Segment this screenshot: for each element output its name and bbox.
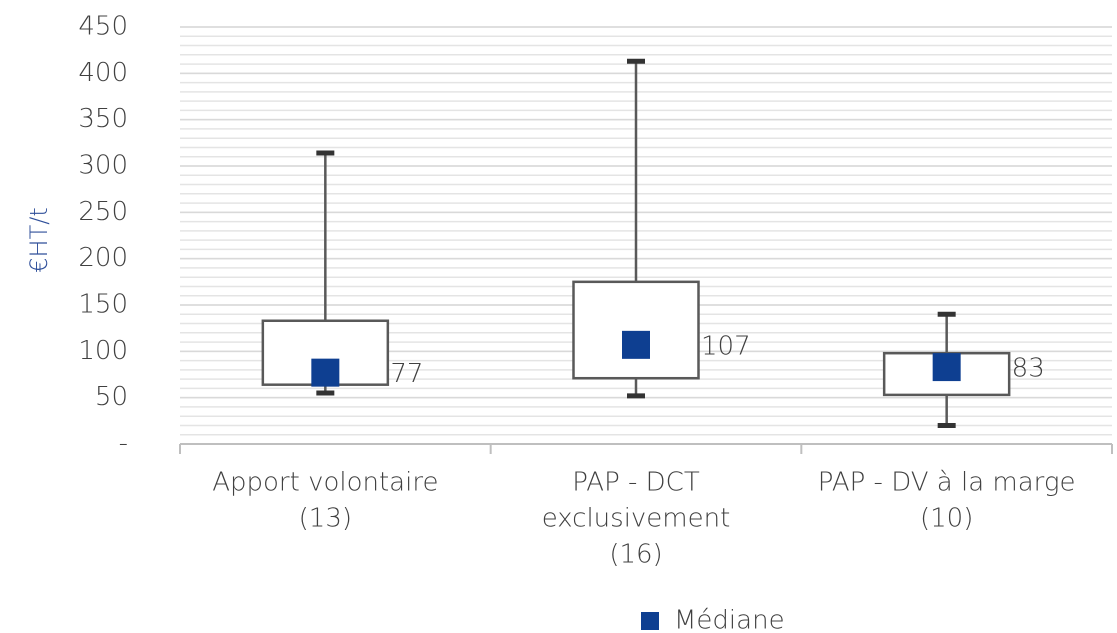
x-tick-label: PAP - DV à la marge xyxy=(818,468,1076,498)
y-tick-label: 50 xyxy=(95,382,128,412)
median-label: 107 xyxy=(701,331,751,361)
median-label: 83 xyxy=(1012,354,1045,384)
median-marker xyxy=(932,353,961,382)
median-label: 77 xyxy=(390,359,423,389)
x-tick-label: (10) xyxy=(920,504,973,534)
legend-swatch xyxy=(641,612,659,630)
x-tick-label: PAP - DCT xyxy=(572,468,700,498)
y-tick-label: 350 xyxy=(78,104,128,134)
x-tick-label: exclusivement xyxy=(542,504,731,534)
y-tick-label: - xyxy=(119,429,128,459)
median-marker xyxy=(311,358,340,387)
median-marker xyxy=(622,330,650,359)
legend-label: Médiane xyxy=(674,606,785,633)
y-tick-label: 250 xyxy=(78,197,128,227)
box xyxy=(572,280,700,380)
y-axis-label: €HT/t xyxy=(25,207,53,272)
y-tick-label: 400 xyxy=(78,58,128,88)
x-tick-label: Apport volontaire xyxy=(212,468,438,498)
y-tick-label: 200 xyxy=(78,243,128,273)
y-tick-label: 450 xyxy=(78,12,128,42)
x-tick-label: (16) xyxy=(609,540,662,570)
x-tick-label: (13) xyxy=(299,504,352,534)
y-tick-label: 100 xyxy=(78,336,128,366)
y-tick-label: 300 xyxy=(78,151,128,181)
y-tick-label: 150 xyxy=(78,290,128,320)
